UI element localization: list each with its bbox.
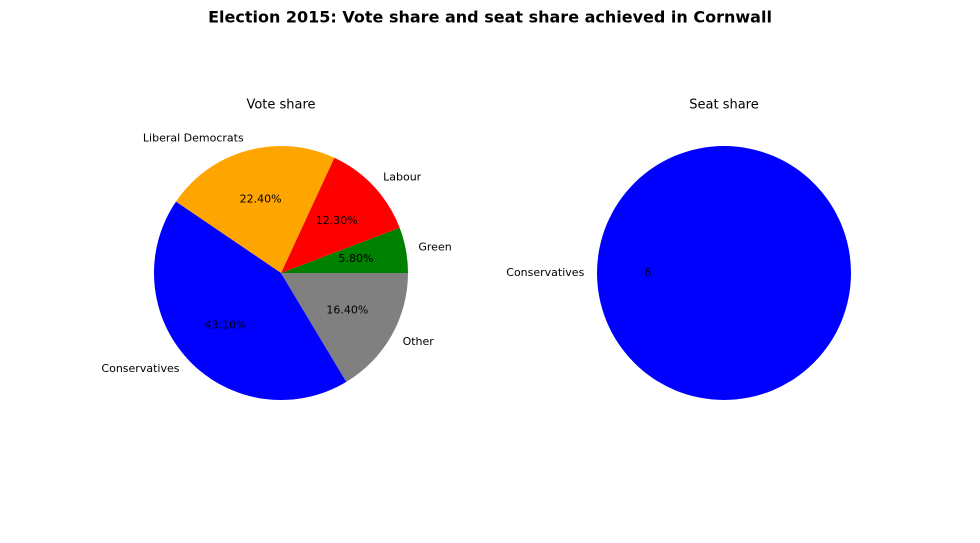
value-label: 6: [644, 266, 651, 279]
value-label: 43.10%: [205, 318, 247, 331]
slice-label: Liberal Democrats: [143, 131, 244, 144]
value-label: 12.30%: [316, 214, 358, 227]
value-label: 5.80%: [338, 252, 373, 265]
pie-slice: [153, 201, 347, 401]
pie-slice: [281, 273, 408, 382]
pie-slice: [281, 157, 400, 273]
subplot-title: Seat share: [689, 98, 758, 113]
slice-label: Other: [403, 335, 435, 348]
pie-slice: [597, 146, 851, 400]
slice-label: Green: [418, 241, 451, 254]
slice-label: Labour: [383, 171, 422, 184]
value-label: 16.40%: [326, 304, 368, 317]
pie-slice: [281, 227, 408, 273]
slice-label: Conservatives: [101, 362, 179, 375]
value-label: 22.40%: [240, 193, 282, 206]
pie-slice: [175, 146, 335, 273]
subplot-title: Vote share: [246, 98, 315, 113]
chart-title: Election 2015: Vote share and seat share…: [208, 8, 772, 27]
slice-label: Conservatives: [506, 266, 584, 279]
